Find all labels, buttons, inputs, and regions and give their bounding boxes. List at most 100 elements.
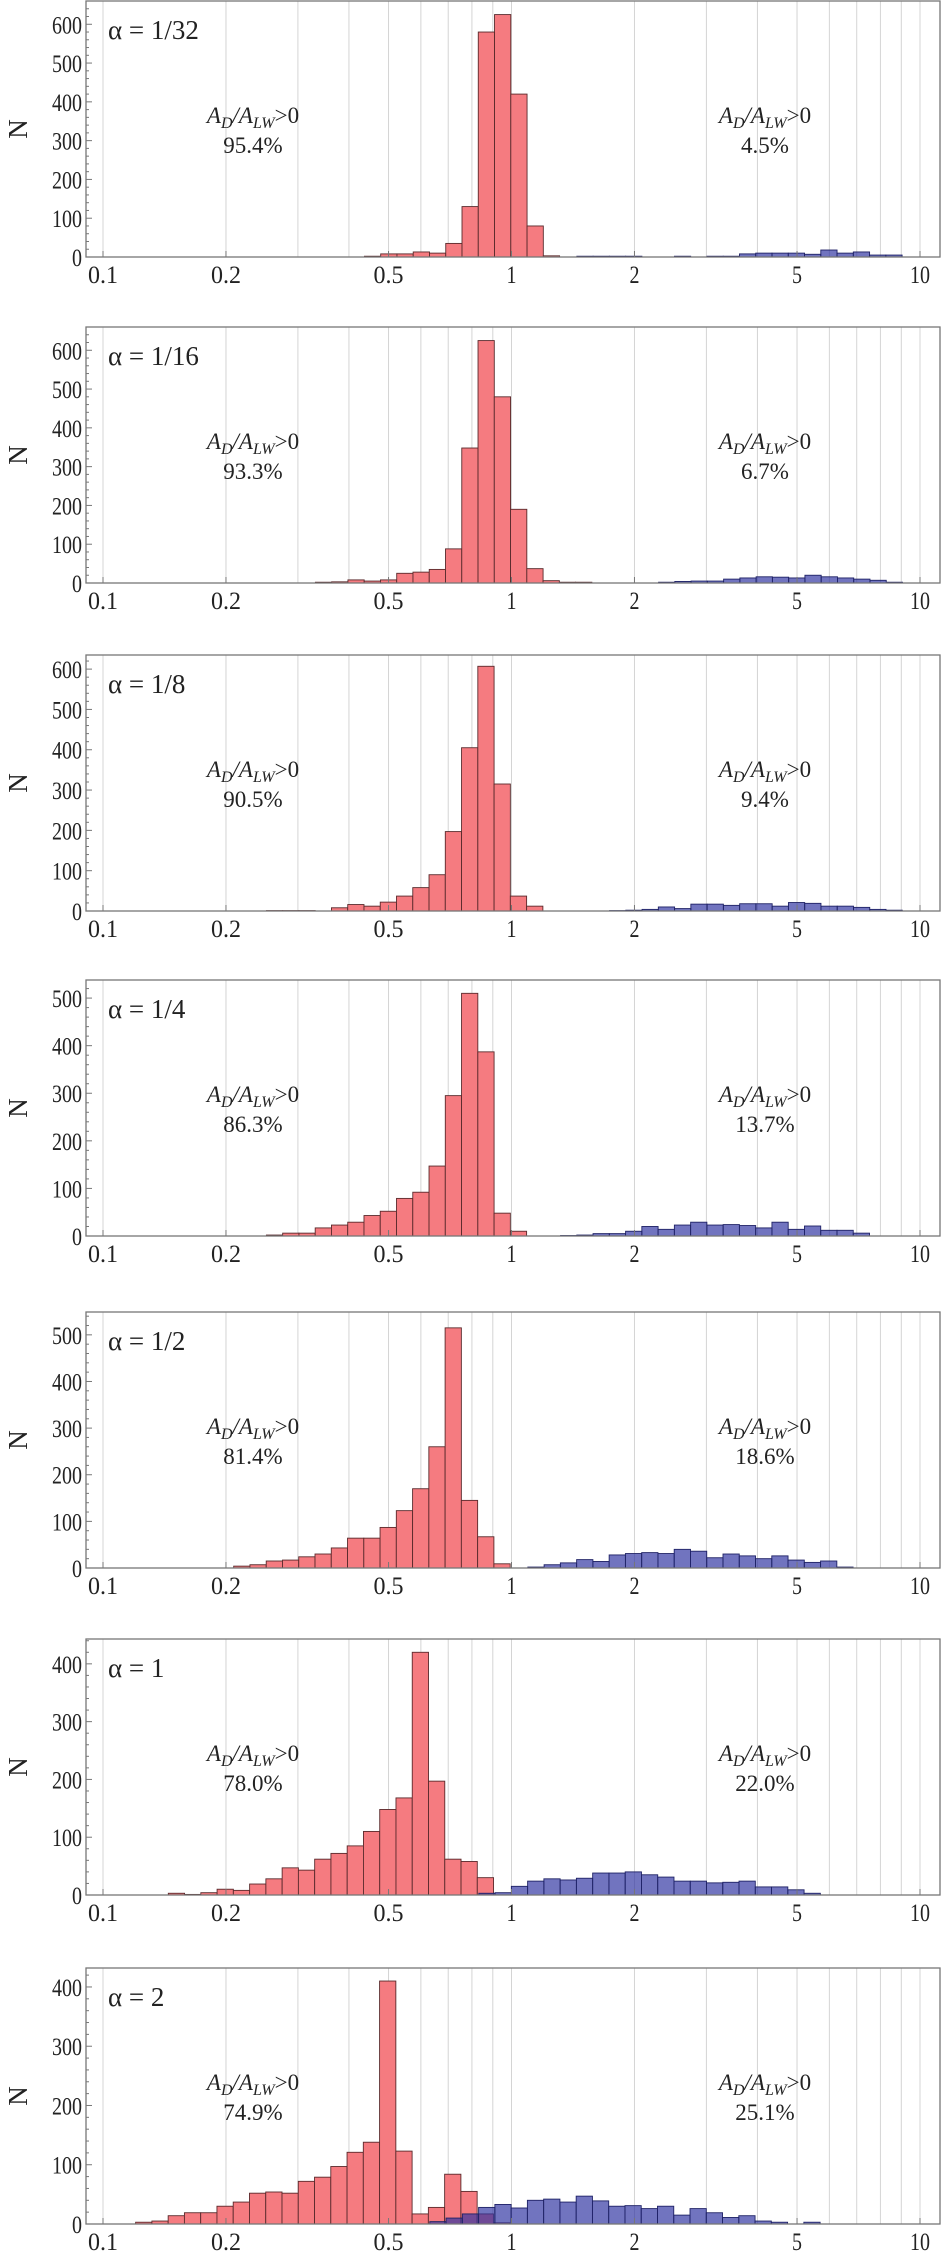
ratio-label: AD/ALW>0 <box>205 757 299 786</box>
blue-histogram-bar <box>787 1889 805 1896</box>
x-tick-label: 2 <box>629 916 639 943</box>
y-tick-label: 100 <box>52 532 82 559</box>
red-histogram-bar <box>363 905 381 912</box>
ratio-label-part: D <box>732 769 745 786</box>
ratio-label-part: A <box>205 1082 222 1107</box>
ratio-label-part: LW <box>764 769 788 786</box>
x-tick-label: 0.1 <box>88 1900 118 1927</box>
ratio-label-part: D <box>220 1753 233 1770</box>
x-tick-label: 0.1 <box>88 588 118 615</box>
x-tick-label: 0.5 <box>374 2229 404 2256</box>
ratio-label-part: A <box>237 1414 254 1439</box>
red-histogram-bar <box>347 1221 365 1237</box>
ratio-label-part: A <box>237 429 254 454</box>
x-tick-label: 2 <box>629 2229 639 2256</box>
ratio-label: AD/ALW>0 <box>717 757 811 786</box>
percentage-label: 95.4% <box>223 133 282 158</box>
right-region-annotation: AD/ALW>013.7% <box>717 1082 811 1137</box>
panel-title: α = 1/2 <box>108 1326 185 1356</box>
red-histogram-bar <box>493 783 511 912</box>
blue-histogram-bar <box>575 2195 593 2225</box>
red-histogram-bar <box>477 665 495 912</box>
y-tick-label: 300 <box>52 1416 82 1443</box>
ratio-label-part: A <box>237 1082 254 1107</box>
x-tick-label: 10 <box>910 588 930 615</box>
ratio-label-part: A <box>237 757 254 782</box>
ratio-label-part: LW <box>764 1094 788 1111</box>
ratio-label-part: LW <box>252 769 276 786</box>
blue-histogram-bar <box>820 249 838 258</box>
blue-histogram-bar <box>787 1228 805 1237</box>
plot-frame <box>85 1967 941 2225</box>
red-histogram-bar <box>461 992 479 1237</box>
x-tick-label: 0.2 <box>211 588 241 615</box>
blue-histogram-bar <box>787 1559 805 1569</box>
plot-frame <box>85 0 941 258</box>
ratio-label-part: / <box>743 757 754 782</box>
y-tick-label: 400 <box>52 1369 82 1396</box>
y-axis-label: N <box>3 2086 33 2106</box>
y-tick-label: 100 <box>52 1509 82 1536</box>
blue-histogram-bar <box>673 1224 692 1237</box>
blue-histogram-bar <box>804 1225 822 1237</box>
ratio-label-part: LW <box>252 1426 276 1443</box>
blue-histogram-bar <box>624 1553 643 1569</box>
ratio-label-part: >0 <box>787 1082 811 1107</box>
red-histogram-bar <box>428 1165 446 1237</box>
y-tick-label: 300 <box>52 129 82 156</box>
ratio-label-part: >0 <box>275 757 299 782</box>
red-histogram-bar <box>363 1537 381 1569</box>
ratio-label: AD/ALW>0 <box>205 1741 299 1770</box>
blue-histogram-bar <box>575 1877 594 1896</box>
x-tick-label: 10 <box>910 916 930 943</box>
blue-histogram-bar <box>755 1227 773 1237</box>
blue-histogram-bar <box>478 2206 496 2225</box>
blue-histogram-bar <box>836 1229 854 1237</box>
y-tick-label: 0 <box>72 1556 82 1583</box>
x-tick-label: 5 <box>792 262 802 289</box>
red-histogram-bar <box>428 1446 446 1569</box>
ratio-label-part: >0 <box>787 429 811 454</box>
red-histogram-bar <box>477 1536 495 1569</box>
x-tick-label: 0.1 <box>88 1241 118 1268</box>
ratio-label-part: >0 <box>787 1741 811 1766</box>
red-histogram-bar <box>249 1883 267 1896</box>
red-histogram-bar <box>395 2150 413 2225</box>
blue-histogram-bar <box>625 1230 643 1237</box>
y-tick-label: 100 <box>52 859 82 886</box>
y-tick-label: 100 <box>52 2153 82 2180</box>
x-tick-label: 0.2 <box>211 262 241 289</box>
blue-histogram-bar <box>608 2205 626 2225</box>
red-histogram-bar <box>395 1510 414 1569</box>
plot-frame <box>85 326 941 584</box>
blue-histogram-bar <box>591 2200 610 2225</box>
red-histogram-bar <box>363 1830 381 1896</box>
y-tick-label: 300 <box>52 1710 82 1737</box>
ratio-label-part: A <box>749 1741 766 1766</box>
y-tick-label: 0 <box>72 1224 82 1251</box>
ratio-label-part: LW <box>764 1426 788 1443</box>
blue-histogram-bar <box>559 1879 577 1896</box>
blue-histogram-bar <box>804 902 822 912</box>
y-tick-label: 0 <box>72 571 82 598</box>
percentage-label: 18.6% <box>735 1444 794 1469</box>
x-tick-label: 0.1 <box>88 1573 118 1600</box>
ratio-label-part: / <box>231 1741 242 1766</box>
percentage-label: 9.4% <box>741 787 789 812</box>
red-histogram-bar <box>461 747 479 912</box>
plot-frame <box>85 979 941 1237</box>
ratio-label: AD/ALW>0 <box>205 1082 299 1111</box>
x-tick-label: 0.2 <box>211 1900 241 1927</box>
red-histogram-bar <box>509 895 528 912</box>
blue-histogram-bar <box>771 1886 789 1896</box>
ratio-label: AD/ALW>0 <box>205 103 299 132</box>
ratio-label-part: D <box>220 2082 233 2099</box>
red-histogram-bar <box>445 242 463 258</box>
blue-histogram-bar <box>624 2205 642 2225</box>
red-histogram-bar <box>298 1556 316 1569</box>
red-histogram-bar <box>510 508 528 584</box>
x-tick-label: 1 <box>507 1573 517 1600</box>
red-histogram-bar <box>494 14 512 258</box>
red-histogram-bar <box>216 1888 234 1896</box>
